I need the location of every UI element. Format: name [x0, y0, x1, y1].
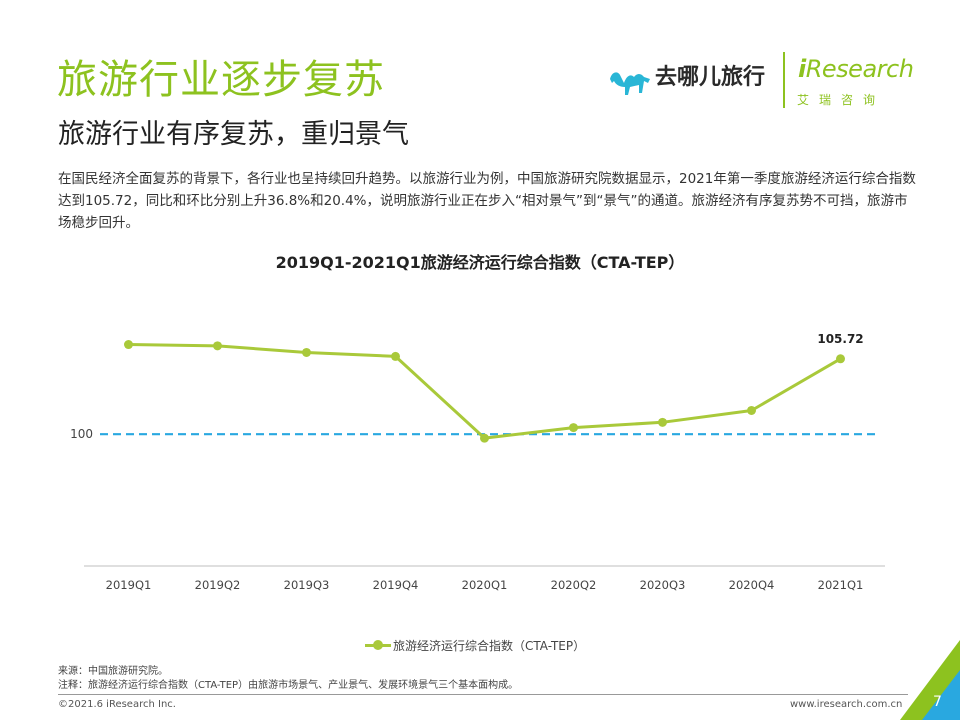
- iresearch-logo: iResearch: [798, 54, 914, 84]
- x-tick-label: 2019Q3: [284, 578, 330, 592]
- data-point: [124, 340, 133, 350]
- camel-icon: [610, 72, 650, 95]
- x-tick-label: 2019Q2: [195, 578, 241, 592]
- legend-label: 旅游经济运行综合指数（CTA-TEP）: [393, 638, 586, 653]
- x-tick-label: 2020Q3: [640, 578, 686, 592]
- data-point: [302, 347, 311, 357]
- iresearch-logo-i: i: [798, 55, 806, 83]
- x-tick-label: 2020Q1: [462, 578, 508, 592]
- series-line: [128, 343, 842, 440]
- legend-swatch: [365, 638, 391, 652]
- copyright: ©2021.6 iResearch Inc.: [58, 699, 176, 710]
- reference-line-label: 100: [70, 427, 93, 441]
- iresearch-logo-rest: Research: [805, 55, 914, 83]
- footer-divider: [58, 694, 908, 695]
- chart-title: 2019Q1-2021Q1旅游经济运行综合指数（CTA-TEP）: [275, 253, 685, 272]
- x-tick-label: 2019Q4: [373, 578, 419, 592]
- data-point: [569, 423, 578, 433]
- data-label: 105.72: [817, 332, 863, 346]
- qunar-logo-text: 去哪儿旅行: [655, 65, 766, 90]
- logo-divider: [783, 52, 785, 108]
- page-number: 7: [933, 694, 942, 710]
- data-point: [213, 341, 222, 351]
- annotation-note: 注释：旅游经济运行综合指数（CTA-TEP）由旅游市场景气、产业景气、发展环境景…: [58, 680, 519, 691]
- iresearch-logo-subtitle: 艾瑞咨询: [797, 93, 886, 107]
- website: www.iresearch.com.cn: [790, 699, 903, 710]
- x-tick-label: 2019Q1: [106, 578, 152, 592]
- chart-legend: 旅游经济运行综合指数（CTA-TEP）: [365, 636, 585, 654]
- source-note: 来源：中国旅游研究院。: [58, 666, 168, 677]
- page-subtitle: 旅游行业有序复苏，重归景气: [58, 119, 409, 150]
- page-title: 旅游行业逐步复苏: [57, 57, 385, 103]
- x-tick-label: 2021Q1: [818, 578, 864, 592]
- data-point: [836, 354, 845, 364]
- data-point: [747, 405, 756, 415]
- data-point: [391, 351, 400, 361]
- data-point: [480, 433, 489, 443]
- x-tick-label: 2020Q2: [551, 578, 597, 592]
- corner-decoration: [900, 640, 960, 720]
- data-point: [658, 417, 667, 427]
- x-tick-label: 2020Q4: [729, 578, 775, 592]
- body-paragraph: 在国民经济全面复苏的背景下，各行业也呈持续回升趋势。以旅游行业为例，中国旅游研究…: [58, 171, 916, 231]
